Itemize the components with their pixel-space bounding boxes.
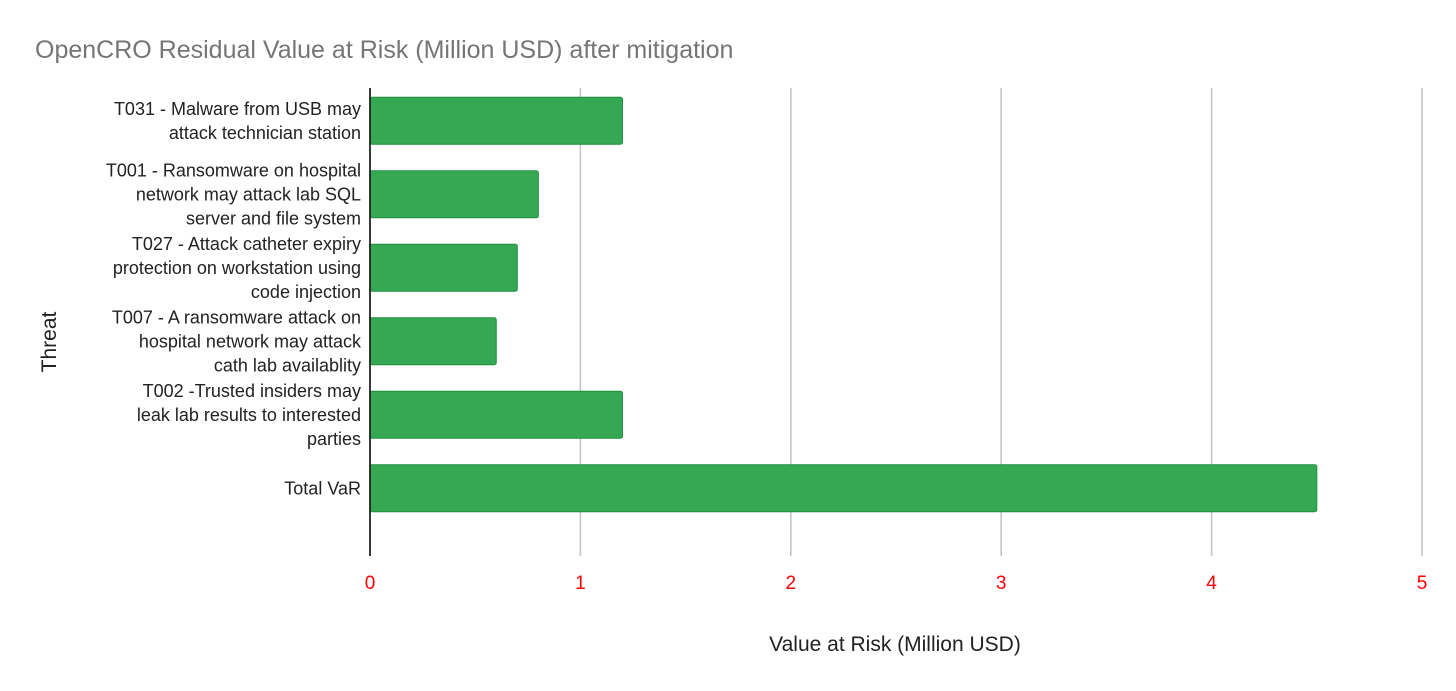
bar <box>369 317 497 366</box>
bar <box>369 96 623 145</box>
category-label: Total VaR <box>284 478 361 498</box>
x-tick-label: 4 <box>1206 573 1217 594</box>
x-axis-title: Value at Risk (Million USD) <box>769 633 1021 656</box>
category-label: T002 -Trusted insiders may leak lab resul… <box>137 381 361 449</box>
bar <box>369 390 623 439</box>
category-labels: T031 - Malware from USB may attack techni… <box>106 99 362 499</box>
category-label: T031 - Malware from USB may attack techni… <box>114 99 361 143</box>
x-tick-label: 3 <box>996 573 1007 594</box>
bar <box>369 170 539 219</box>
x-tick-labels: 0 1 2 3 4 5 <box>365 573 1428 594</box>
x-tick-label: 2 <box>786 573 797 594</box>
x-tick-label: 1 <box>575 573 586 594</box>
bar <box>369 464 1318 513</box>
y-axis-title: Threat <box>38 311 61 372</box>
category-label: T007 - A ransomware attack on hospital ne… <box>112 307 362 375</box>
x-tick-label: 0 <box>365 573 376 594</box>
chart-title: OpenCRO Residual Value at Risk (Million … <box>35 36 733 64</box>
category-label: T001 - Ransomware on hospital network may… <box>106 160 361 228</box>
bar <box>369 243 518 292</box>
x-tick-label: 5 <box>1417 573 1428 594</box>
bars <box>369 96 1318 513</box>
category-label: T027 - Attack catheter expiry protection … <box>113 234 361 302</box>
